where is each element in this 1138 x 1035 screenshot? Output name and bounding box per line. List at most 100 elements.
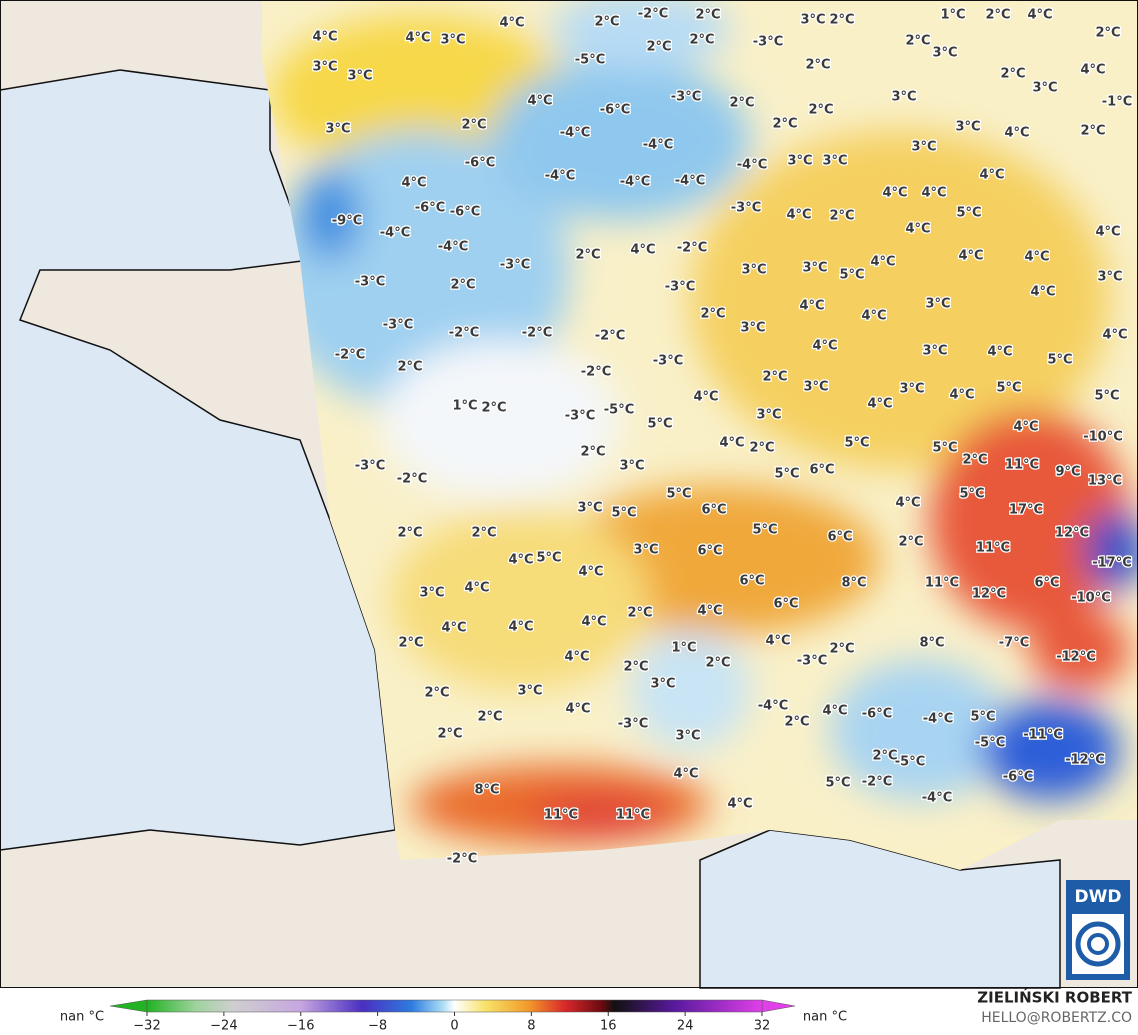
- temperature-label: 2°C: [424, 686, 449, 701]
- temperature-label: 2°C: [646, 40, 671, 55]
- temperature-label: -6°C: [862, 707, 892, 722]
- temperature-label: 4°C: [979, 168, 1004, 183]
- temperature-label: 2°C: [695, 8, 720, 23]
- temperature-label: -6°C: [415, 201, 445, 216]
- temperature-label: -4°C: [643, 138, 673, 153]
- temperature-label: 4°C: [719, 436, 744, 451]
- temperature-label: 4°C: [564, 650, 589, 665]
- temperature-label: 4°C: [508, 620, 533, 635]
- temperature-label: 4°C: [1024, 250, 1049, 265]
- temperature-label: 4°C: [958, 249, 983, 264]
- colorbar-tick-label: −8: [368, 1019, 387, 1034]
- temperature-label: -4°C: [758, 699, 788, 714]
- temperature-label: 11°C: [976, 541, 1010, 556]
- temperature-label: 1°C: [671, 641, 696, 656]
- temperature-label: 5°C: [647, 417, 672, 432]
- temperature-label: -3°C: [383, 318, 413, 333]
- temperature-label: -3°C: [618, 717, 648, 732]
- colorbar-left-label: nan °C: [60, 1010, 104, 1025]
- atlantic-sea: [0, 69, 396, 851]
- temperature-label: 4°C: [1027, 8, 1052, 23]
- temperature-labels: 4°C 4°C 3°C4°C3°C3°C3°C 2°C4°C4°C-6°C-9°C-6…: [311, 5, 1133, 868]
- temperature-label: 3°C: [419, 586, 444, 601]
- temperature-label: 4°C: [441, 621, 466, 636]
- temperature-label: -2°C: [447, 852, 477, 867]
- temperature-label: 3°C: [517, 684, 542, 699]
- temperature-label: 6°C: [1034, 576, 1059, 591]
- temperature-label: 3°C: [740, 321, 765, 336]
- temperature-label: 4°C: [578, 565, 603, 580]
- temperature-label: 2°C: [481, 401, 506, 416]
- temperature-label: 5°C: [970, 710, 995, 725]
- temperature-label: 3°C: [325, 122, 350, 137]
- temperature-label: 4°C: [905, 222, 930, 237]
- temperature-label: 8°C: [841, 576, 866, 591]
- temperature-label: 3°C: [955, 120, 980, 135]
- temperature-label: 3°C: [347, 69, 372, 84]
- temperature-label: 2°C: [829, 13, 854, 28]
- temperature-label: 5°C: [844, 436, 869, 451]
- temperature-label: 4°C: [1004, 126, 1029, 141]
- temperature-label: 2°C: [461, 118, 486, 133]
- temperature-label: 3°C: [1032, 81, 1057, 96]
- temperature-label: -4°C: [560, 126, 590, 141]
- temperature-label: 2°C: [829, 209, 854, 224]
- temperature-label: 12°C: [972, 587, 1006, 602]
- temperature-label: -7°C: [999, 636, 1029, 651]
- temperature-label: 5°C: [825, 776, 850, 791]
- temperature-label: 4°C: [1095, 225, 1120, 240]
- temperature-label: -5°C: [604, 403, 634, 418]
- temperature-label: 4°C: [527, 94, 552, 109]
- temperature-label: 2°C: [805, 58, 830, 73]
- temperature-label: 5°C: [611, 506, 636, 521]
- temperature-label: -6°C: [465, 156, 495, 171]
- temperature-label: -6°C: [600, 103, 630, 118]
- temperature-label: 6°C: [809, 463, 834, 478]
- temperature-label: 4°C: [870, 255, 895, 270]
- temperature-label: -1°C: [1102, 95, 1132, 110]
- temperature-label: 2°C: [872, 749, 897, 764]
- temperature-label: 2°C: [985, 8, 1010, 23]
- temperature-label: 4°C: [401, 176, 426, 191]
- temperature-label: 3°C: [787, 154, 812, 169]
- temperature-label: -2°C: [862, 775, 892, 790]
- colorbar-tick-label: −16: [287, 1019, 314, 1034]
- temperature-label: 3°C: [741, 263, 766, 278]
- temperature-label: -3°C: [753, 35, 783, 50]
- temperature-label: 2°C: [962, 453, 987, 468]
- temperature-label: 2°C: [437, 727, 462, 742]
- dwd-logo: DWD: [1066, 880, 1130, 980]
- temperature-field: [262, 0, 1138, 870]
- temperature-label: 4°C: [949, 388, 974, 403]
- temperature-label: -4°C: [620, 175, 650, 190]
- temperature-label: 4°C: [499, 16, 524, 31]
- temperature-label: 3°C: [932, 46, 957, 61]
- temperature-label: 4°C: [1030, 285, 1055, 300]
- temperature-label: 4°C: [630, 243, 655, 258]
- colorbar-tick-label: 0: [450, 1019, 458, 1034]
- temperature-label: 5°C: [774, 467, 799, 482]
- temperature-label: 5°C: [932, 441, 957, 456]
- temperature-label: -5°C: [575, 53, 605, 68]
- temperature-label: 3°C: [633, 543, 658, 558]
- temperature-label: -12°C: [1065, 753, 1105, 768]
- temperature-label: 3°C: [925, 297, 950, 312]
- colorbar-tick-label: −32: [133, 1019, 160, 1034]
- temperature-label: 4°C: [1102, 328, 1127, 343]
- temperature-label: -3°C: [500, 258, 530, 273]
- temperature-label: 2°C: [397, 360, 422, 375]
- temperature-label: 11°C: [616, 808, 650, 823]
- temperature-label: 2°C: [580, 445, 605, 460]
- temperature-label: 1°C: [940, 8, 965, 23]
- temperature-label: 4°C: [697, 604, 722, 619]
- temperature-label: -4°C: [923, 712, 953, 727]
- temperature-label: 2°C: [808, 103, 833, 118]
- temperature-label: -6°C: [450, 205, 480, 220]
- temperature-label: 4°C: [581, 615, 606, 630]
- temperature-label: -4°C: [380, 226, 410, 241]
- temperature-label: 3°C: [891, 90, 916, 105]
- temperature-label: 6°C: [697, 544, 722, 559]
- logo-text: DWD: [1075, 887, 1122, 907]
- temperature-label: 2°C: [700, 307, 725, 322]
